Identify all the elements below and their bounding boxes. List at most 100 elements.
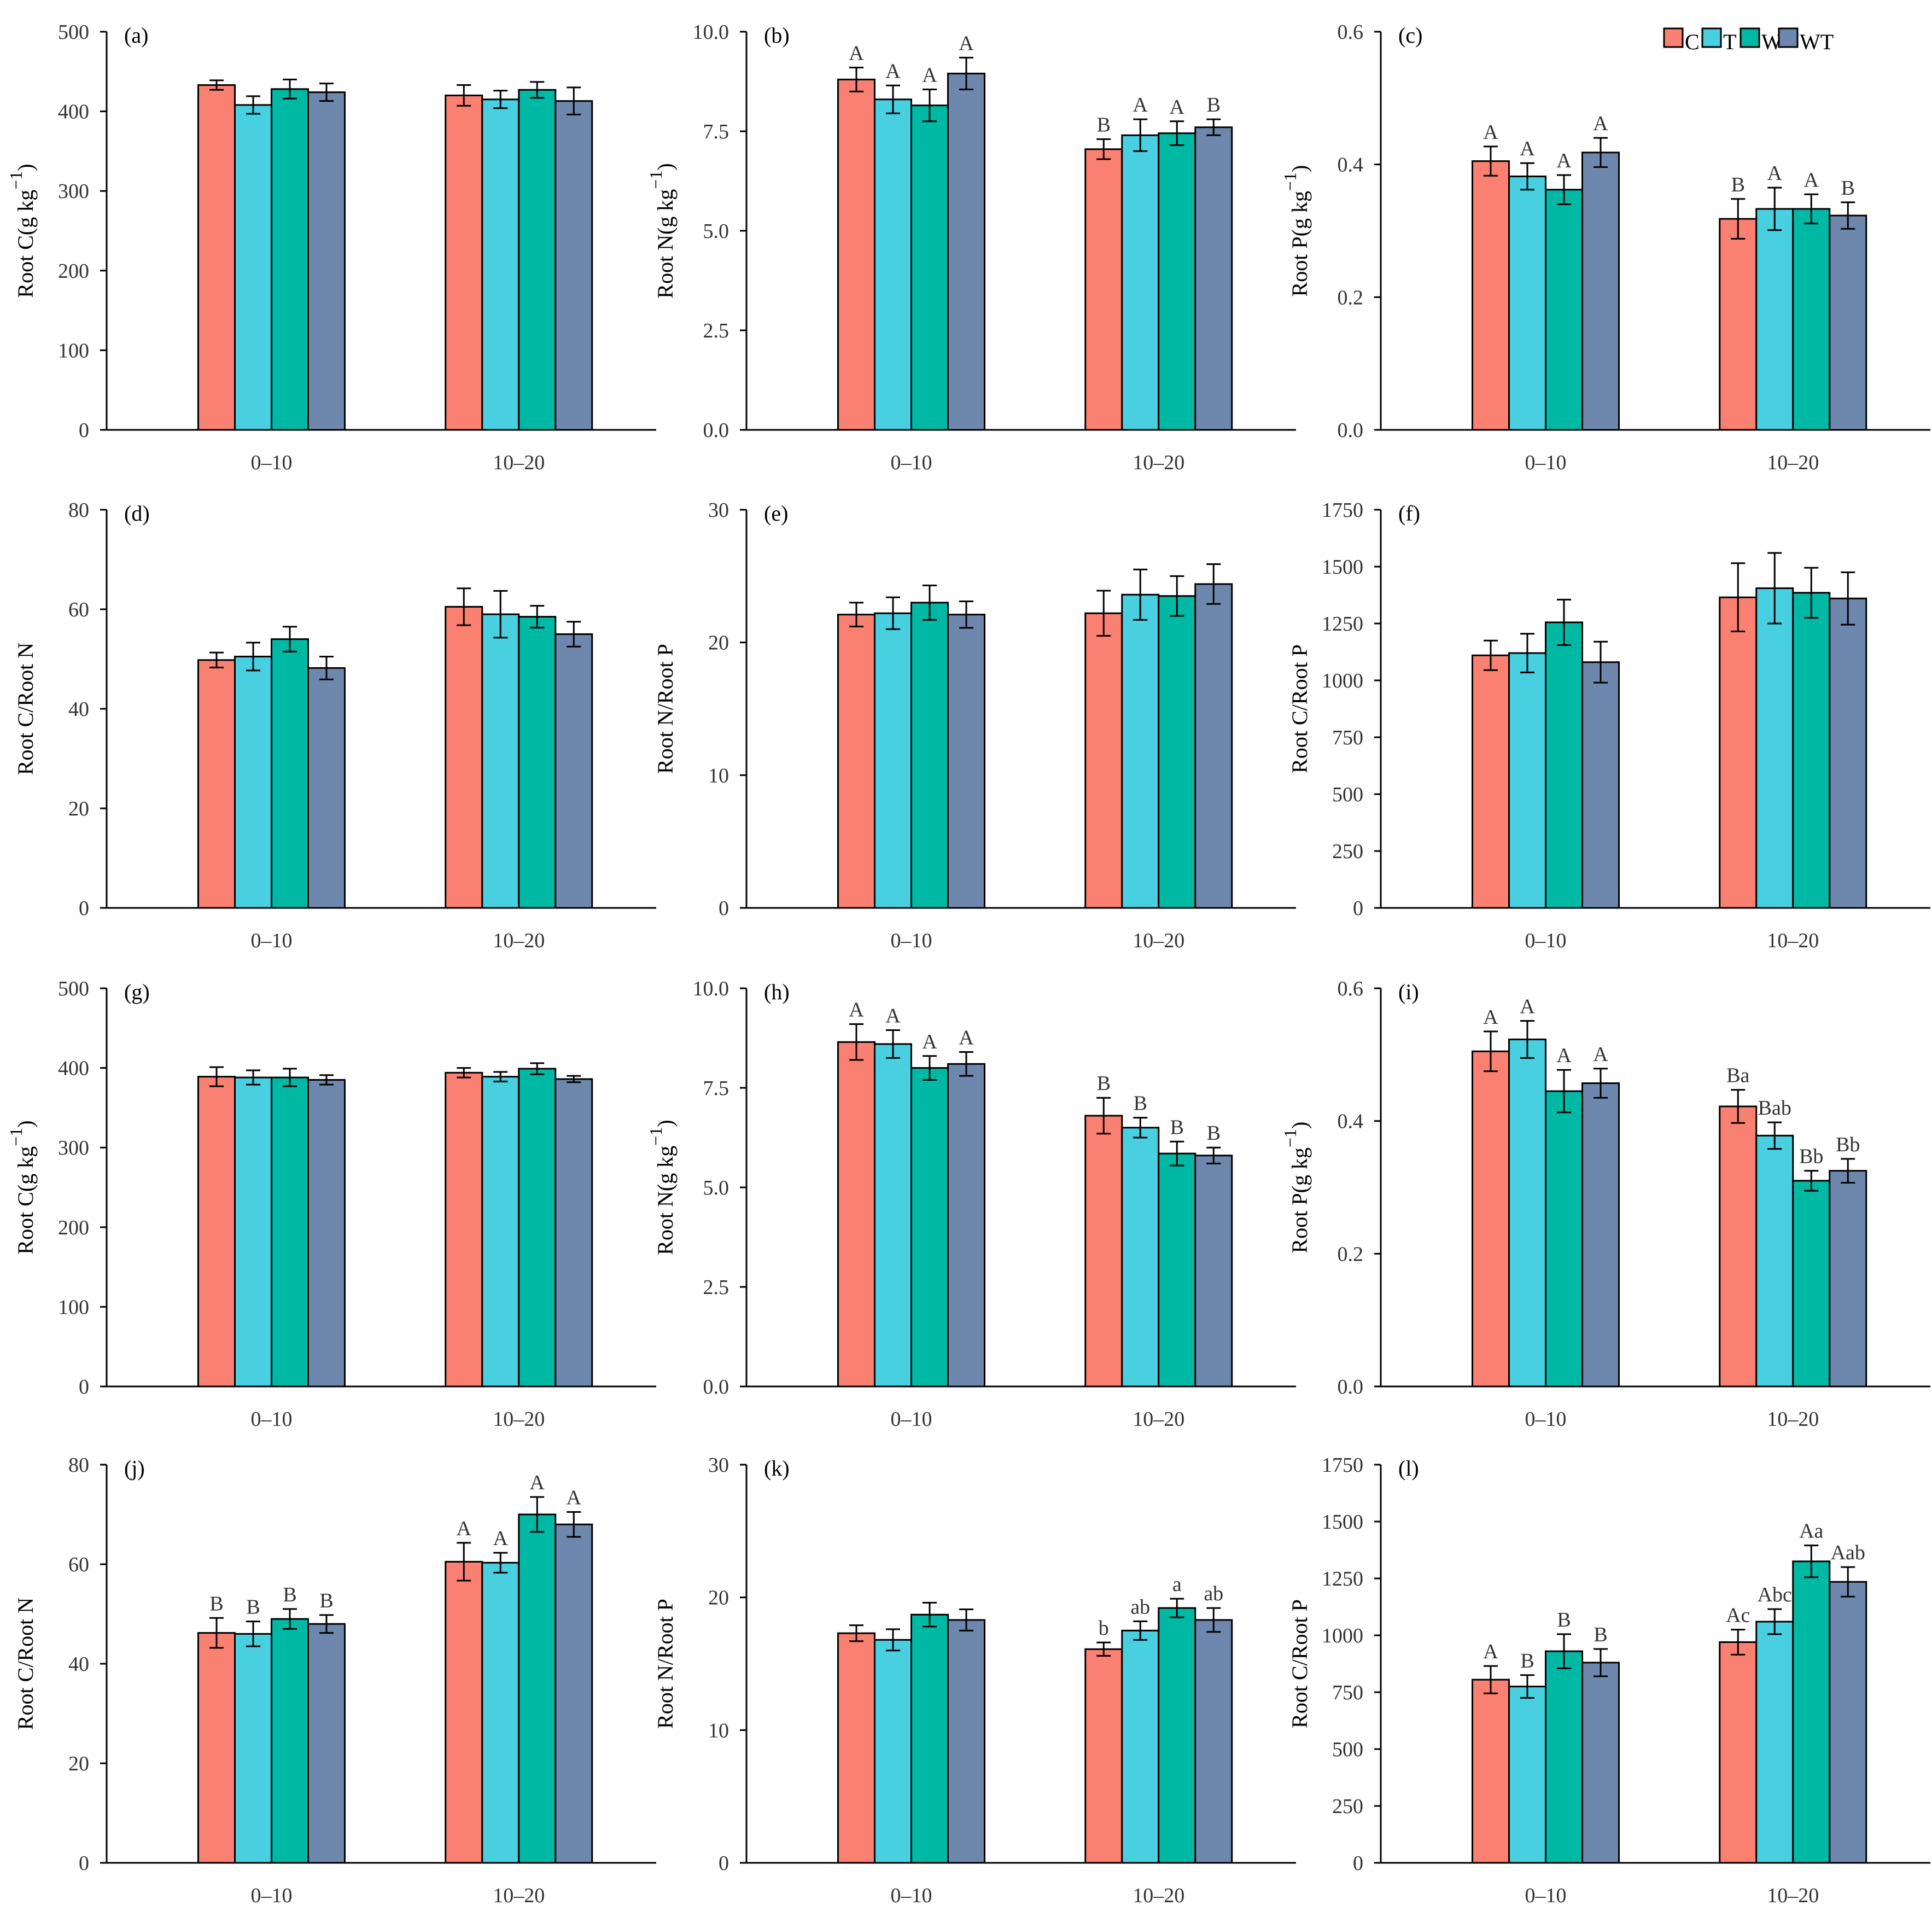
bar-T-0–10: [1508, 1038, 1546, 1388]
bar-W-10–20: [1792, 208, 1831, 431]
y-tick-label: 5.0: [703, 220, 729, 243]
panel-label: (h): [764, 980, 790, 1004]
y-axis-label-close: ): [653, 1120, 678, 1127]
bar-W-0–10: [271, 88, 309, 431]
y-axis-label-superscript: −1: [6, 1128, 26, 1146]
significance-letter: B: [1207, 1122, 1221, 1145]
x-tick-label: 0–10: [1525, 1408, 1567, 1431]
y-tick-label: 0.4: [1338, 1110, 1364, 1133]
bar-T-10–20: [1755, 1134, 1794, 1388]
legend-swatch-C: [1663, 27, 1684, 48]
y-axis-label-superscript: −1: [646, 171, 666, 189]
significance-letter: A: [1483, 121, 1498, 144]
bar-C-10–20: [1084, 1648, 1123, 1864]
significance-letter: A: [1593, 1043, 1608, 1066]
bar-T-0–10: [234, 104, 272, 431]
bar-WT-10–20: [1194, 1619, 1233, 1864]
x-tick-label: 0–10: [891, 1884, 932, 1907]
y-tick-label: 0.6: [1338, 21, 1364, 44]
significance-letter: Ba: [1726, 1064, 1749, 1087]
bar-WT-10–20: [1194, 583, 1233, 909]
x-tick-label: 10–20: [1767, 1884, 1819, 1907]
bar-W-0–10: [271, 638, 309, 909]
bar-WT-0–10: [307, 1079, 346, 1388]
x-tick-label: 0–10: [251, 1408, 293, 1431]
bar-W-0–10: [271, 1618, 309, 1864]
y-tick-label: 80: [68, 1454, 89, 1477]
y-tick-label: 1750: [1322, 499, 1363, 522]
bar-C-0–10: [1472, 1679, 1510, 1864]
y-tick-label: 300: [58, 1137, 89, 1159]
bar-WT-10–20: [554, 1078, 593, 1388]
significance-letter: B: [209, 1592, 223, 1615]
x-tick-label: 10–20: [1133, 451, 1184, 474]
significance-letter: Aa: [1799, 1520, 1823, 1543]
chart-panel: 0 250 500 750 1000 1250 1500 1750 Root C/Root P (…: [1287, 499, 1930, 952]
y-axis-label: Root C/Root N: [13, 643, 38, 775]
panel-label: (d): [124, 501, 150, 526]
panel-label: (i): [1398, 980, 1419, 1004]
bar-T-0–10: [234, 1076, 272, 1388]
bar-T-0–10: [234, 655, 272, 909]
significance-letter: A: [1483, 1006, 1498, 1029]
significance-letter: A: [1593, 112, 1608, 135]
bar-C-0–10: [1472, 654, 1510, 909]
significance-letter: A: [849, 999, 864, 1022]
y-tick-label: 0: [79, 1852, 89, 1875]
y-tick-label: 200: [58, 260, 89, 283]
significance-letter: A: [1170, 96, 1185, 119]
significance-letter: A: [922, 64, 937, 87]
y-tick-label: 0.4: [1338, 154, 1364, 177]
significance-letter: Bab: [1758, 1097, 1791, 1120]
x-tick-label: 0–10: [891, 929, 932, 952]
bar-W-0–10: [910, 1067, 949, 1388]
bar-W-10–20: [1158, 1152, 1196, 1388]
significance-letter: A: [1520, 995, 1535, 1018]
bar-WT-10–20: [1194, 126, 1233, 431]
x-tick-label: 10–20: [1133, 929, 1184, 952]
bar-W-0–10: [271, 1076, 309, 1388]
significance-letter: A: [1133, 94, 1148, 116]
significance-letter: B: [1557, 1609, 1571, 1631]
significance-letter: B: [1097, 114, 1111, 137]
y-tick-label: 20: [708, 632, 729, 655]
significance-letter: Ac: [1726, 1604, 1750, 1627]
y-tick-label: 400: [58, 1057, 89, 1080]
bar-WT-10–20: [554, 100, 593, 431]
panel-label: (a): [124, 23, 148, 48]
x-tick-label: 0–10: [1525, 451, 1567, 474]
bar-C-10–20: [1084, 1115, 1123, 1388]
bar-T-10–20: [1755, 1621, 1794, 1864]
significance-letter: A: [493, 1527, 509, 1550]
y-tick-label: 10: [708, 1719, 729, 1742]
bar-T-10–20: [1755, 587, 1794, 909]
y-tick-label: 60: [68, 1553, 89, 1576]
y-tick-label: 30: [708, 499, 729, 522]
bar-C-10–20: [445, 605, 483, 909]
bar-WT-0–10: [307, 1623, 346, 1864]
bar-C-10–20: [1084, 612, 1123, 909]
bar-W-10–20: [1158, 595, 1196, 909]
bar-T-10–20: [481, 1076, 520, 1388]
panel-label: (c): [1398, 23, 1422, 48]
bar-W-0–10: [910, 104, 949, 431]
y-tick-label: 5.0: [703, 1176, 729, 1199]
x-tick-label: 0–10: [251, 929, 293, 952]
y-axis-label-superscript: −1: [6, 171, 26, 190]
y-tick-label: 0.0: [703, 419, 729, 442]
bar-T-10–20: [1755, 208, 1794, 431]
bar-WT-10–20: [554, 633, 593, 909]
y-tick-label: 20: [68, 1752, 89, 1775]
bar-T-10–20: [1121, 1127, 1160, 1388]
bar-W-10–20: [518, 616, 557, 909]
bar-WT-0–10: [1581, 1082, 1620, 1388]
y-tick-label: 10.0: [693, 21, 729, 44]
y-tick-label: 0: [719, 897, 729, 920]
y-axis-label-close: ): [1287, 1122, 1312, 1129]
